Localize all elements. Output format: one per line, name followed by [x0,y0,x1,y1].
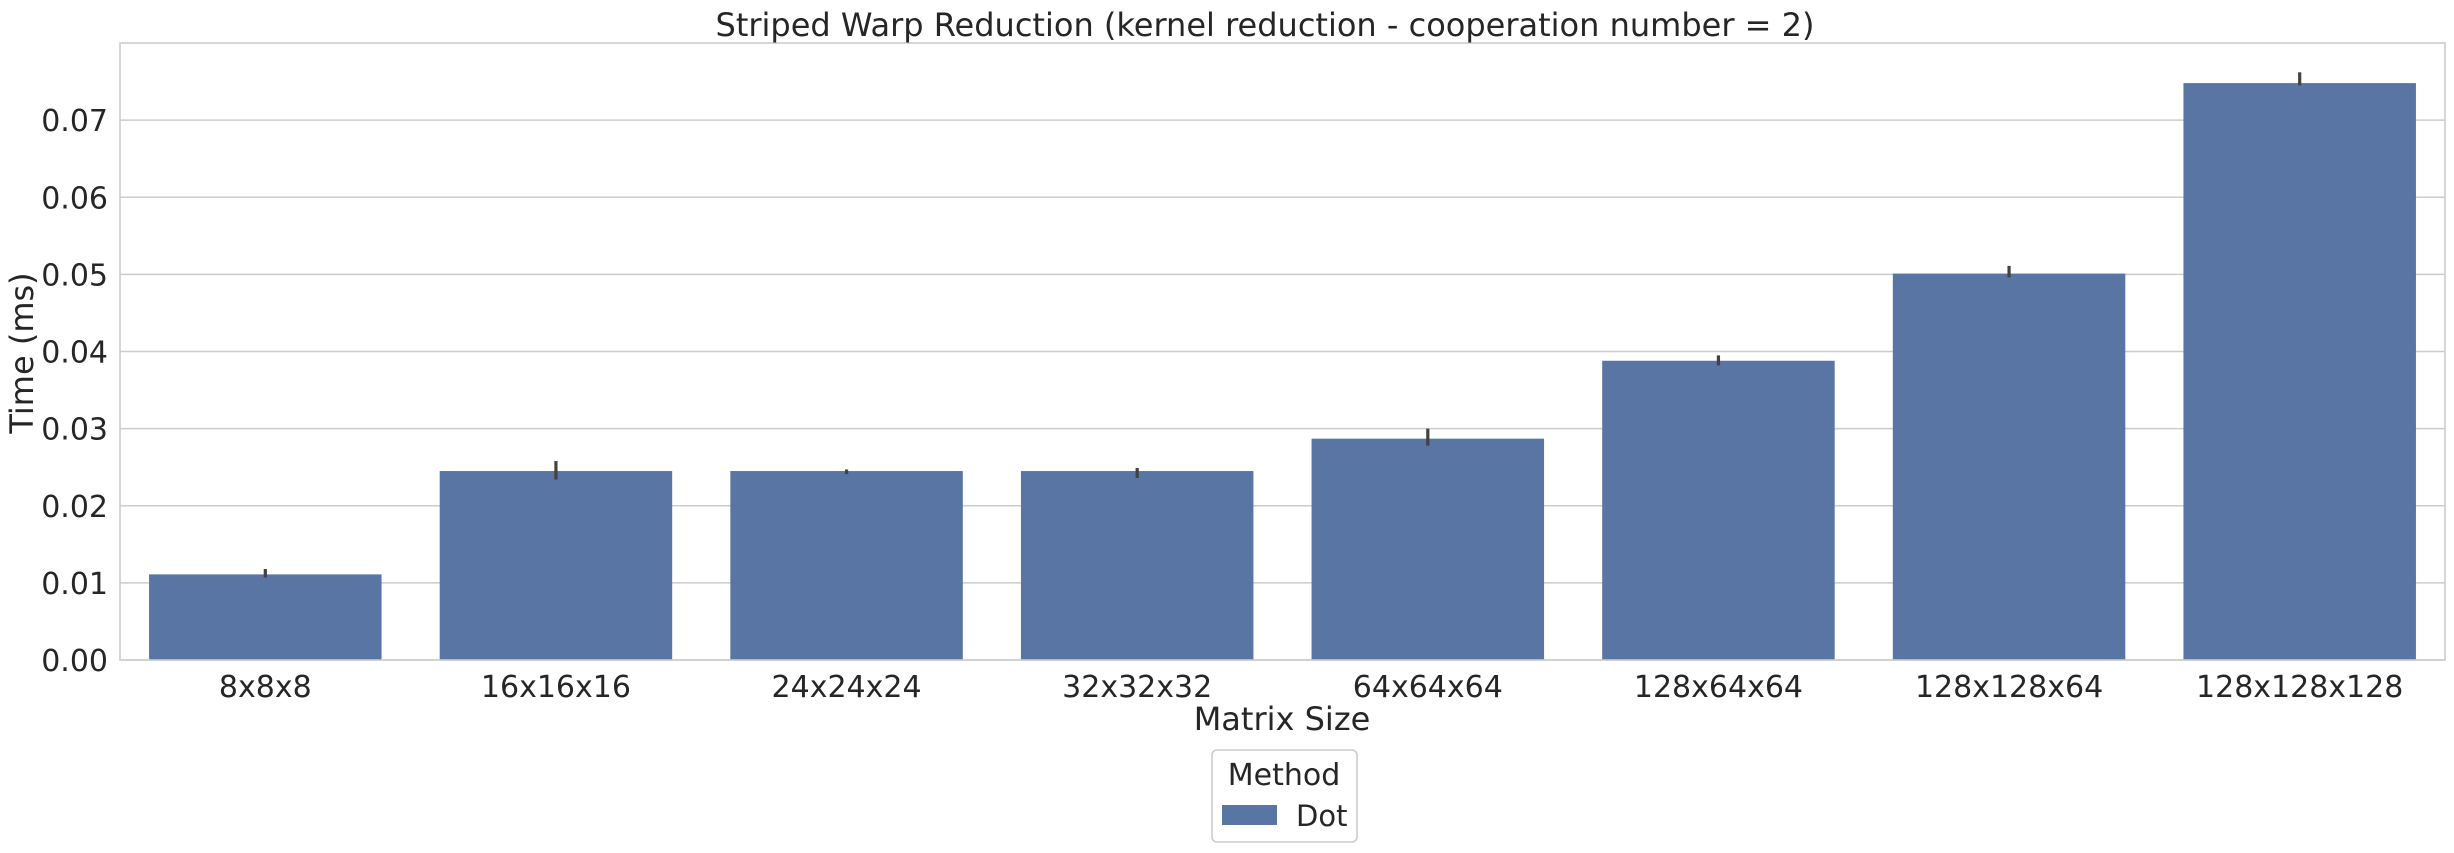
plot-frame [119,42,2446,661]
x-tick-label: 64x64x64 [1353,670,1503,705]
legend-swatch [1222,805,1277,825]
y-tick-label: 0.00 [41,644,108,679]
x-tick-label: 32x32x32 [1062,670,1212,705]
bar [439,471,673,660]
bar [149,574,382,660]
y-tick-label: 0.05 [41,258,108,293]
x-tick-label: 128x128x128 [2196,670,2403,705]
legend: Method Dot [1211,749,1358,843]
y-axis-label: Time (ms) [3,272,41,434]
legend-title: Method [1228,758,1341,793]
x-tick-label: 16x16x16 [481,670,631,705]
bar [2183,83,2416,661]
y-tick-label: 0.03 [41,413,108,448]
x-tick-label: 128x128x64 [1915,670,2103,705]
bar [1892,273,2126,660]
y-tick-label: 0.06 [41,181,108,216]
bar [1020,471,1254,660]
x-tick-label: 24x24x24 [772,670,922,705]
y-tick-label: 0.01 [41,567,108,602]
bar [1602,360,1835,660]
y-tick-label: 0.04 [41,336,108,371]
x-tick-label: 8x8x8 [219,670,312,705]
x-axis-ticks: 8x8x8 16x16x16 24x24x24 32x32x32 64x64x64 128… [219,670,2403,705]
legend-entry-dot: Dot [1296,799,1347,833]
bars [149,83,2416,661]
error-bars [263,72,2302,578]
x-tick-label: 128x64x64 [1634,670,1803,705]
y-tick-label: 0.02 [41,490,108,525]
bar [730,471,963,660]
x-axis-label: Matrix Size [1194,700,1371,738]
chart-title: Striped Warp Reduction (kernel reduction… [716,6,1815,44]
bar [1311,438,1545,660]
y-axis-ticks: 0.00 0.01 0.02 0.03 0.04 0.05 0.06 0.07 [41,104,108,679]
y-tick-label: 0.07 [41,104,108,139]
